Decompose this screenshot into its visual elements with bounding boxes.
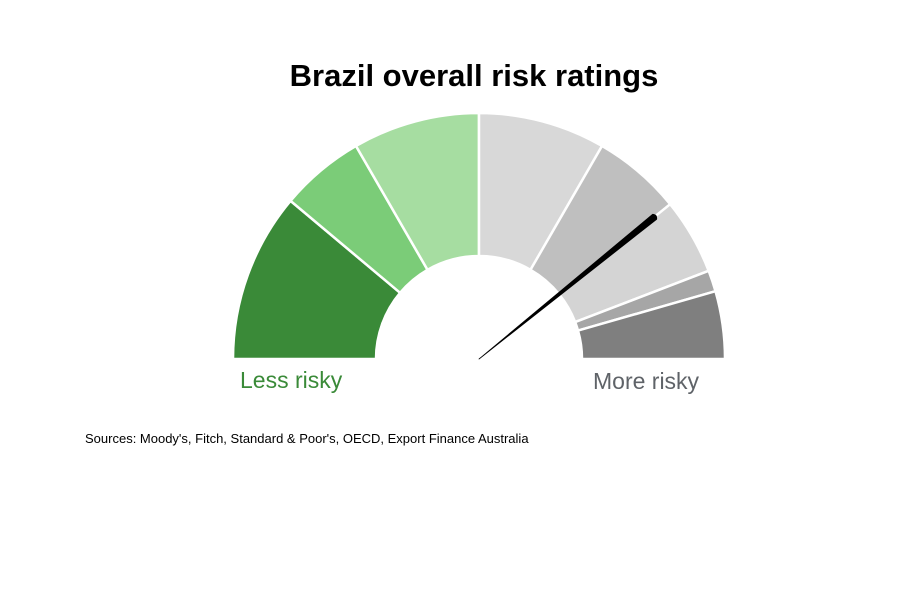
- chart-title: Brazil overall risk ratings: [289, 58, 659, 93]
- gauge-segment: [231, 199, 402, 361]
- more-risky-label: More risky: [593, 368, 700, 394]
- less-risky-label: Less risky: [240, 367, 343, 393]
- gauge-segment: [576, 289, 727, 361]
- source-note: Sources: Moody's, Fitch, Standard & Poor…: [85, 431, 529, 446]
- gauge-segments: [231, 111, 727, 361]
- gauge-needle: [478, 213, 658, 360]
- gauge-needle-group: [478, 213, 658, 360]
